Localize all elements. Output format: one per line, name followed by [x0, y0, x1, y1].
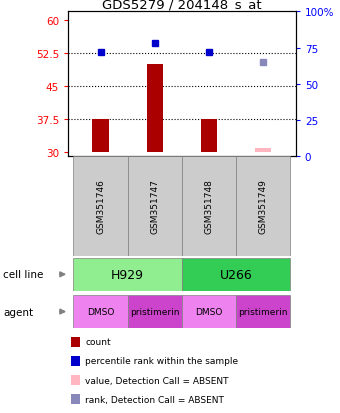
Text: GSM351748: GSM351748 — [205, 179, 214, 234]
Bar — [201, 120, 217, 152]
Text: H929: H929 — [111, 268, 144, 281]
Bar — [128, 157, 182, 256]
Text: pristimerin: pristimerin — [238, 307, 288, 316]
Text: DMSO: DMSO — [87, 307, 114, 316]
Text: count: count — [85, 337, 110, 347]
Bar — [92, 120, 109, 152]
Text: U266: U266 — [220, 268, 253, 281]
Text: GSM351749: GSM351749 — [259, 179, 268, 234]
Bar — [182, 157, 236, 256]
Text: pristimerin: pristimerin — [130, 307, 180, 316]
Bar — [236, 295, 290, 328]
Bar — [255, 149, 271, 152]
Bar — [182, 295, 236, 328]
Bar — [236, 157, 290, 256]
Text: agent: agent — [3, 307, 34, 317]
Bar — [147, 65, 163, 152]
Text: value, Detection Call = ABSENT: value, Detection Call = ABSENT — [85, 376, 228, 385]
Text: percentile rank within the sample: percentile rank within the sample — [85, 357, 238, 366]
Title: GDS5279 / 204148_s_at: GDS5279 / 204148_s_at — [102, 0, 262, 11]
Text: rank, Detection Call = ABSENT: rank, Detection Call = ABSENT — [85, 395, 224, 404]
Text: GSM351747: GSM351747 — [150, 179, 159, 234]
Text: DMSO: DMSO — [195, 307, 223, 316]
Bar — [182, 258, 290, 291]
Bar — [73, 258, 182, 291]
Text: cell line: cell line — [3, 270, 44, 280]
Bar — [128, 295, 182, 328]
Bar — [73, 157, 128, 256]
Bar — [73, 295, 128, 328]
Text: GSM351746: GSM351746 — [96, 179, 105, 234]
